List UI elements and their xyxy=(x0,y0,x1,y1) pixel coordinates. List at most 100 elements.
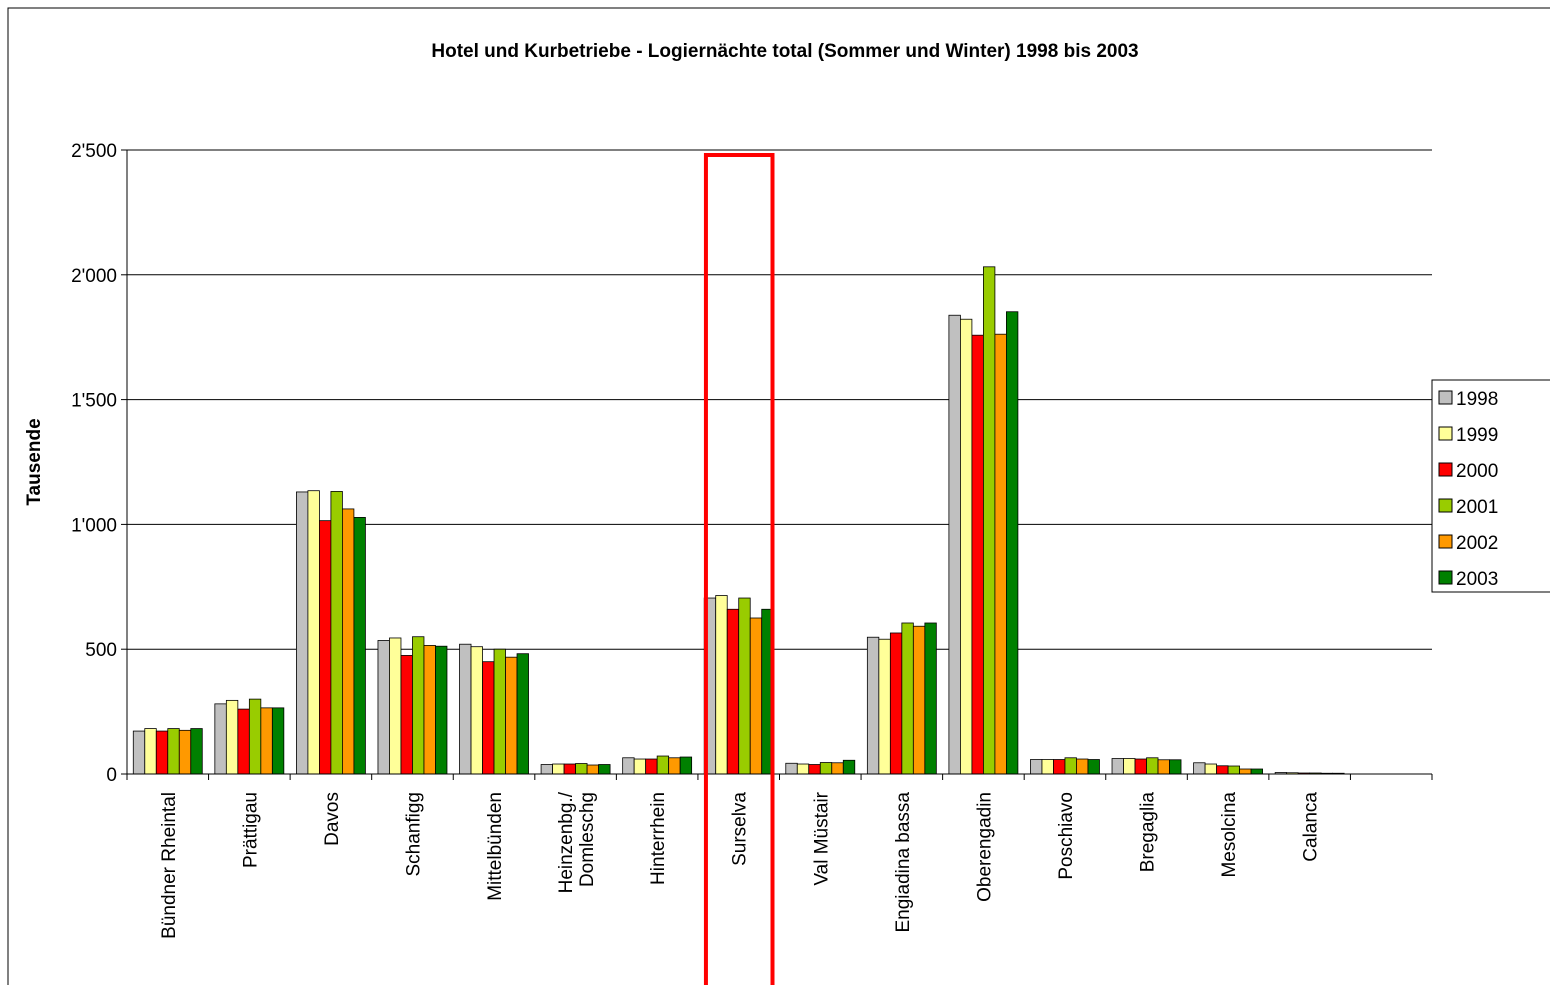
bar xyxy=(296,491,309,775)
bar xyxy=(912,625,926,775)
bar xyxy=(679,756,693,775)
bar xyxy=(668,757,681,775)
bar xyxy=(749,617,763,775)
bar xyxy=(971,334,984,775)
bar xyxy=(726,608,740,775)
bar xyxy=(307,490,320,775)
bar xyxy=(493,648,506,775)
legend-label: 2001 xyxy=(1456,497,1498,518)
bar xyxy=(459,643,472,775)
bar xyxy=(842,759,856,775)
x-axis-ticks: Bündner Rheintal Prättigau Davos Schanfigg M… xyxy=(126,774,1433,939)
bar xyxy=(586,764,599,775)
bar xyxy=(808,764,821,775)
bar xyxy=(248,698,262,775)
bar xyxy=(633,758,647,775)
bar xyxy=(1006,311,1019,775)
bar xyxy=(260,707,273,775)
bar xyxy=(330,491,343,775)
bar xyxy=(155,730,169,775)
chart-border xyxy=(7,7,1550,985)
highlight-box xyxy=(703,153,775,985)
bar xyxy=(412,636,425,775)
bar xyxy=(796,763,810,775)
bar xyxy=(132,730,146,775)
legend-swatch xyxy=(1438,426,1453,441)
x-tick-label: Mittelbünden xyxy=(485,792,506,901)
bar xyxy=(435,645,448,775)
bar xyxy=(889,632,903,775)
bar xyxy=(1030,759,1043,775)
bar xyxy=(225,699,239,775)
x-tick-label: Calanca xyxy=(1301,792,1322,862)
bar xyxy=(1193,762,1206,775)
legend-swatch xyxy=(1438,570,1453,585)
y-tick-label: 1'000 xyxy=(71,515,117,536)
bar xyxy=(1250,768,1263,775)
bar xyxy=(715,595,728,775)
x-tick-label: Poschiavo xyxy=(1056,792,1077,880)
y-axis-ticks: 0 500 1'000 1'500 2'000 2'500 xyxy=(71,141,127,786)
x-tick-label: Prättigau xyxy=(240,792,261,868)
bar xyxy=(389,637,402,775)
legend-label: 2000 xyxy=(1456,461,1498,482)
plot-area: 0 500 1'000 1'500 2'000 2'500 Bündner Rheinta… xyxy=(71,141,1433,939)
x-tick-label: Oberengadin xyxy=(974,792,995,902)
legend-swatch xyxy=(1438,498,1453,513)
bar xyxy=(866,636,880,775)
bar xyxy=(237,708,250,775)
bar xyxy=(1087,759,1100,775)
bar xyxy=(575,763,588,775)
bar xyxy=(924,622,937,775)
bar xyxy=(1134,758,1147,775)
bar xyxy=(1146,757,1159,775)
legend-swatch xyxy=(1438,462,1453,477)
y-tick-label: 2'500 xyxy=(71,141,117,162)
bar xyxy=(482,661,495,775)
bar xyxy=(994,333,1007,775)
bar xyxy=(960,318,973,775)
bar xyxy=(400,655,413,775)
bars xyxy=(132,266,1345,775)
bar xyxy=(1216,765,1229,775)
bar xyxy=(505,656,518,775)
bar xyxy=(1239,768,1252,775)
bar xyxy=(178,729,192,775)
y-axis-label: Tausende xyxy=(24,418,45,505)
bar xyxy=(377,640,390,775)
bar xyxy=(423,645,436,775)
x-tick-label: Hinterrhein xyxy=(648,792,669,885)
bar xyxy=(516,653,529,775)
x-tick-label: Surselva xyxy=(730,792,751,866)
legend: 1998 1999 2000 2001 2002 2003 xyxy=(1431,379,1550,593)
bar xyxy=(819,762,833,775)
bar xyxy=(948,314,961,775)
bar xyxy=(738,597,751,775)
bar xyxy=(1111,758,1124,775)
x-tick-label: Engiadina bassa xyxy=(893,792,914,933)
bar xyxy=(353,517,366,775)
bar xyxy=(540,764,553,775)
bar xyxy=(878,638,891,775)
bar xyxy=(831,762,844,775)
legend-label: 1999 xyxy=(1456,425,1498,446)
y-tick-label: 1'500 xyxy=(71,391,117,412)
bar xyxy=(190,728,203,775)
x-tick-label: Domleschg xyxy=(577,792,598,887)
legend-label: 1998 xyxy=(1456,389,1498,410)
x-tick-label: Schanfigg xyxy=(403,792,424,877)
x-tick-label: Davos xyxy=(322,792,343,846)
x-tick-label: Bündner Rheintal xyxy=(159,792,180,939)
bar xyxy=(1053,759,1066,775)
bar xyxy=(144,728,157,775)
x-tick-label: Mesolcina xyxy=(1219,792,1240,878)
bar xyxy=(1157,759,1170,775)
x-tick-label: Bregaglia xyxy=(1138,792,1159,873)
bar xyxy=(552,763,565,775)
y-tick-label: 0 xyxy=(106,765,117,786)
bar xyxy=(598,764,611,775)
bar xyxy=(1204,763,1217,775)
legend-swatch xyxy=(1438,534,1453,549)
bar xyxy=(1076,758,1089,775)
